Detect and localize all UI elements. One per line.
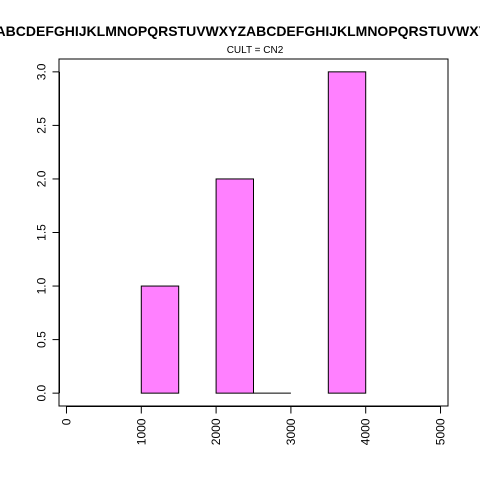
x-tick-label-5: 5000 <box>434 418 448 445</box>
y-tick-label-4: 2.0 <box>35 170 49 187</box>
x-tick-label-0: 0 <box>59 418 73 425</box>
chart-title: ABCDEFGHIJKLMNOPQRSTUVWXYZABCDEFGHIJKLMN… <box>0 23 480 39</box>
x-tick-label-1: 1000 <box>134 418 148 445</box>
y-tick-label-3: 1.5 <box>35 224 49 241</box>
y-tick-label-0: 0.0 <box>35 384 49 401</box>
x-tick-label-2: 2000 <box>209 418 223 445</box>
x-tick-label-3: 3000 <box>284 418 298 445</box>
chart-subtitle: CULT = CN2 <box>227 45 284 56</box>
x-axis: 0 1000 2000 3000 4000 5000 <box>59 406 448 445</box>
y-tick-label-1: 0.5 <box>35 331 49 348</box>
y-tick-label-2: 1.0 <box>35 277 49 294</box>
y-tick-label-6: 3.0 <box>35 63 49 80</box>
x-tick-label-4: 4000 <box>359 418 373 445</box>
y-axis: 0.0 0.5 1.0 1.5 2.0 2.5 3.0 <box>35 63 60 401</box>
y-tick-label-5: 2.5 <box>35 117 49 134</box>
bar-1 <box>215 178 255 394</box>
bar-3 <box>327 71 367 394</box>
bars-layer <box>140 71 367 394</box>
bar-0 <box>140 285 180 394</box>
